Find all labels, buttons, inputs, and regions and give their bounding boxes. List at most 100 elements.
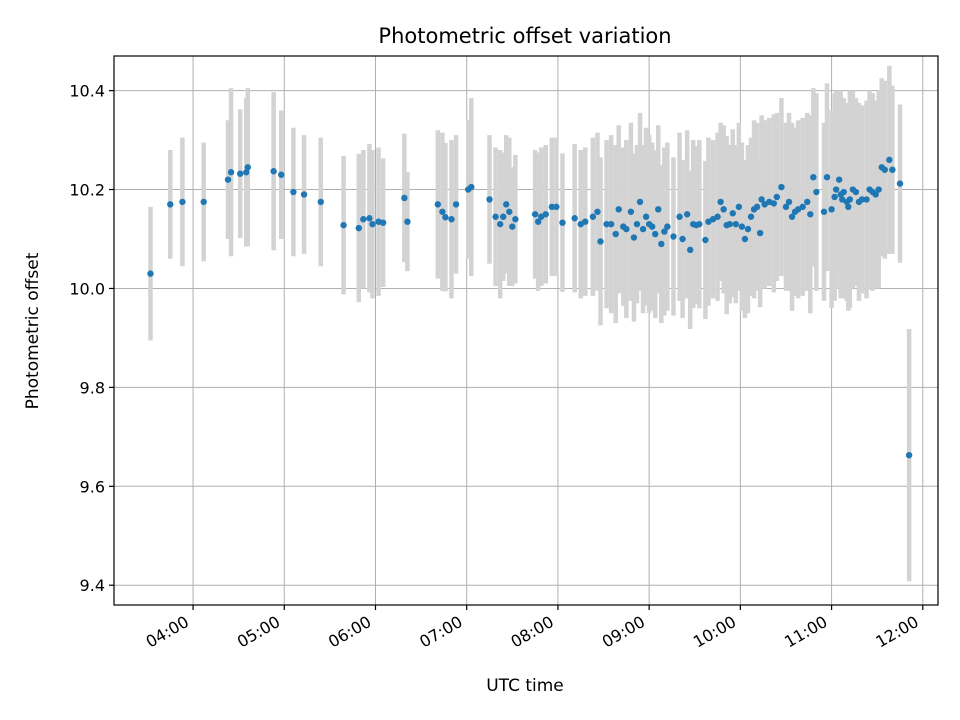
- data-point: [236, 170, 244, 177]
- data-point: [317, 198, 324, 206]
- data-point: [835, 176, 843, 183]
- data-point: [404, 218, 411, 225]
- data-point: [503, 201, 510, 208]
- data-point: [686, 246, 694, 254]
- data-point: [823, 173, 831, 181]
- data-point: [807, 211, 814, 218]
- data-point: [534, 218, 542, 225]
- data-point: [770, 200, 778, 207]
- data-point: [278, 171, 285, 178]
- data-point: [468, 183, 475, 191]
- data-point: [872, 191, 879, 198]
- data-point: [753, 203, 761, 211]
- data-point: [401, 194, 408, 202]
- data-point: [832, 186, 840, 193]
- data-point: [452, 201, 460, 208]
- data-point: [726, 220, 733, 228]
- data-point: [506, 208, 513, 215]
- data-point: [623, 225, 630, 233]
- data-point: [804, 198, 811, 206]
- data-point: [799, 203, 806, 211]
- y-tick-label: 9.8: [80, 378, 105, 397]
- data-point: [553, 203, 560, 211]
- data-point: [738, 223, 746, 230]
- data-point: [290, 188, 297, 196]
- data-point: [875, 186, 882, 193]
- data-point: [612, 230, 619, 238]
- data-point: [369, 220, 376, 228]
- data-point: [670, 233, 677, 240]
- data-point: [636, 198, 644, 206]
- data-point: [244, 164, 251, 171]
- data-point: [886, 156, 893, 164]
- data-point: [896, 180, 904, 187]
- data-point: [642, 213, 650, 220]
- data-point: [741, 235, 749, 243]
- data-point: [496, 220, 504, 228]
- data-point: [167, 201, 174, 208]
- y-tick-label: 10.2: [69, 181, 105, 200]
- data-point: [179, 198, 186, 206]
- data-point: [717, 198, 724, 206]
- data-point: [542, 211, 549, 218]
- data-point: [810, 173, 817, 181]
- data-point: [582, 218, 589, 225]
- data-point: [571, 215, 578, 222]
- data-point: [648, 223, 656, 230]
- data-point: [729, 210, 736, 217]
- data-point: [499, 213, 507, 220]
- data-point: [652, 230, 659, 238]
- data-point: [492, 213, 499, 220]
- point-layer: [147, 156, 913, 459]
- data-point: [442, 214, 449, 221]
- data-point: [696, 220, 703, 228]
- data-point: [858, 196, 866, 203]
- y-tick-label: 9.6: [80, 477, 105, 496]
- data-point: [607, 220, 615, 228]
- data-point: [439, 208, 446, 215]
- data-point: [630, 234, 638, 241]
- data-point: [661, 228, 668, 235]
- data-point: [603, 220, 610, 228]
- y-axis-title: Photometric offset: [23, 252, 43, 409]
- data-point: [756, 229, 764, 237]
- data-point: [881, 166, 888, 173]
- data-point: [434, 201, 442, 208]
- data-point: [589, 213, 597, 220]
- x-axis-title: UTC time: [486, 676, 564, 696]
- data-point: [782, 203, 790, 211]
- data-point: [840, 188, 847, 196]
- data-point: [820, 208, 828, 215]
- data-point: [785, 198, 793, 206]
- plot-frame: [113, 55, 939, 606]
- data-point: [813, 188, 820, 196]
- data-point: [852, 188, 860, 196]
- data-point: [735, 203, 743, 211]
- data-point: [448, 216, 455, 223]
- data-point: [147, 270, 154, 277]
- data-point: [773, 193, 781, 201]
- data-point: [863, 196, 870, 203]
- data-point: [559, 219, 566, 226]
- data-point: [597, 238, 604, 245]
- data-point: [702, 236, 709, 244]
- data-point: [200, 198, 207, 206]
- y-tick-label: 9.4: [80, 576, 105, 595]
- data-point: [639, 225, 647, 233]
- data-point: [714, 213, 721, 220]
- data-point: [732, 220, 740, 228]
- data-point: [683, 211, 691, 218]
- data-point: [300, 191, 308, 198]
- data-point: [224, 176, 232, 183]
- data-point: [633, 220, 641, 228]
- data-point: [744, 225, 752, 233]
- data-point: [512, 216, 519, 223]
- data-point: [658, 240, 665, 248]
- data-point: [548, 203, 556, 211]
- data-point: [905, 451, 913, 459]
- data-point: [778, 183, 785, 191]
- data-point: [845, 203, 852, 211]
- data-point: [243, 169, 250, 176]
- data-point: [828, 206, 835, 213]
- data-point: [227, 169, 235, 176]
